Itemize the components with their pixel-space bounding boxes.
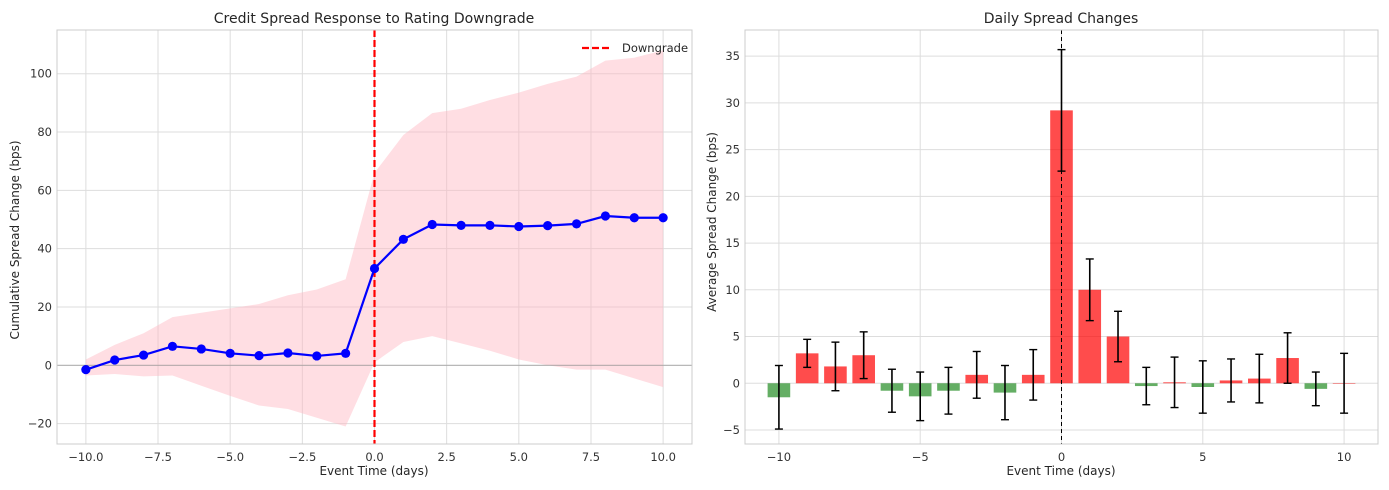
y-tick-label: 15 [725, 236, 740, 250]
y-tick-label: 100 [30, 67, 52, 81]
y-axis-label: Cumulative Spread Change (bps) [8, 141, 22, 340]
y-tick-label: 10 [725, 283, 740, 297]
y-tick-label: −5 [723, 423, 740, 437]
error-bar [1142, 366, 1151, 406]
error-bars [774, 48, 1349, 430]
data-point [196, 344, 206, 354]
error-bar [1227, 358, 1236, 403]
confidence-band [85, 50, 664, 427]
data-point [81, 365, 91, 375]
error-bar [944, 366, 953, 415]
y-tick-label: 35 [725, 49, 740, 63]
data-point [427, 219, 437, 230]
daily-spread-chart: Daily Spread Changes −10 −5 0 5 10 −5 0 5 10 15 2… [705, 11, 1379, 478]
confidence-band-area [85, 50, 664, 427]
data-point [138, 350, 149, 360]
x-tick-labels: −10 −5 0 5 10 [767, 450, 1352, 464]
error-bar [831, 341, 840, 392]
error-bar [774, 364, 783, 430]
y-tick-label: 20 [37, 300, 52, 314]
error-bar [1198, 360, 1207, 414]
data-point [543, 221, 553, 231]
x-tick-label: −2.5 [288, 450, 316, 464]
y-tick-labels: −5 0 5 10 15 20 25 30 35 [723, 49, 740, 437]
data-point [341, 348, 351, 358]
x-tick-label: 10.0 [650, 450, 676, 464]
error-bar [803, 338, 812, 369]
data-point [225, 348, 235, 358]
data-point [485, 220, 495, 230]
x-tick-label: 5 [1199, 450, 1206, 464]
y-tick-label: 40 [37, 242, 52, 256]
data-point [658, 213, 668, 223]
data-point [110, 355, 120, 365]
x-tick-label: −5.0 [216, 450, 244, 464]
x-tick-label: −5 [912, 450, 929, 464]
y-tick-label: 20 [725, 189, 740, 203]
error-bar [1170, 356, 1179, 409]
cumulative-spread-chart: Credit Spread Response to Rating Downgra… [8, 11, 693, 478]
error-bar [1255, 353, 1264, 404]
x-tick-labels: −10.0 −7.5 −5.0 −2.5 0.0 2.5 5.0 7.5 10.0 [68, 450, 676, 464]
legend-downgrade-label: Downgrade [622, 41, 688, 55]
y-tick-label: 0 [45, 358, 52, 372]
y-tick-label: 25 [725, 143, 740, 157]
bar [1050, 110, 1073, 384]
x-tick-label: 5.0 [510, 450, 528, 464]
y-tick-label: 5 [733, 330, 740, 344]
error-bar [1340, 352, 1349, 414]
x-tick-label: 0 [1058, 450, 1065, 464]
data-point [254, 351, 264, 361]
data-point [600, 211, 611, 221]
data-point [283, 348, 293, 358]
x-axis-label: Event Time (days) [1006, 464, 1115, 478]
bar [1078, 289, 1102, 384]
data-point [167, 341, 178, 351]
plot-frame [56, 29, 693, 445]
x-tick-label: −7.5 [144, 450, 172, 464]
error-bar [1283, 332, 1292, 384]
legend: Downgrade [582, 41, 688, 55]
error-bar [1029, 348, 1038, 401]
data-point [571, 219, 582, 229]
error-bar [1311, 371, 1320, 407]
error-bar [1114, 310, 1123, 363]
error-bar [972, 350, 981, 399]
data-point [629, 213, 639, 223]
x-tick-label: −10.0 [68, 450, 103, 464]
plot-frame [744, 29, 1379, 445]
y-tick-label: −20 [28, 417, 52, 431]
data-point [514, 221, 524, 232]
error-bar [916, 371, 925, 422]
x-tick-label: −10 [767, 450, 791, 464]
y-axis-label: Average Spread Change (bps) [705, 132, 719, 312]
error-bar [1085, 258, 1094, 322]
y-tick-label: 30 [725, 96, 740, 110]
error-bar [859, 331, 868, 380]
error-bar [887, 368, 896, 413]
y-tick-labels: −20 0 20 40 60 80 100 [28, 67, 52, 431]
x-tick-label: 7.5 [582, 450, 600, 464]
data-point [398, 234, 408, 244]
error-bar [1000, 364, 1009, 421]
x-tick-label: 0.0 [365, 450, 383, 464]
y-tick-label: 60 [37, 183, 52, 197]
x-tick-label: 2.5 [438, 450, 456, 464]
x-axis-label: Event Time (days) [319, 464, 428, 478]
data-point [312, 351, 322, 361]
chart-title: Credit Spread Response to Rating Downgra… [214, 11, 534, 27]
x-tick-label: 10 [1337, 450, 1352, 464]
y-tick-label: 80 [37, 125, 52, 139]
y-tick-label: 0 [733, 376, 740, 390]
chart-title: Daily Spread Changes [984, 11, 1139, 27]
series-points [81, 211, 668, 375]
bar [795, 353, 819, 384]
data-point [369, 263, 380, 274]
data-point [456, 220, 466, 230]
